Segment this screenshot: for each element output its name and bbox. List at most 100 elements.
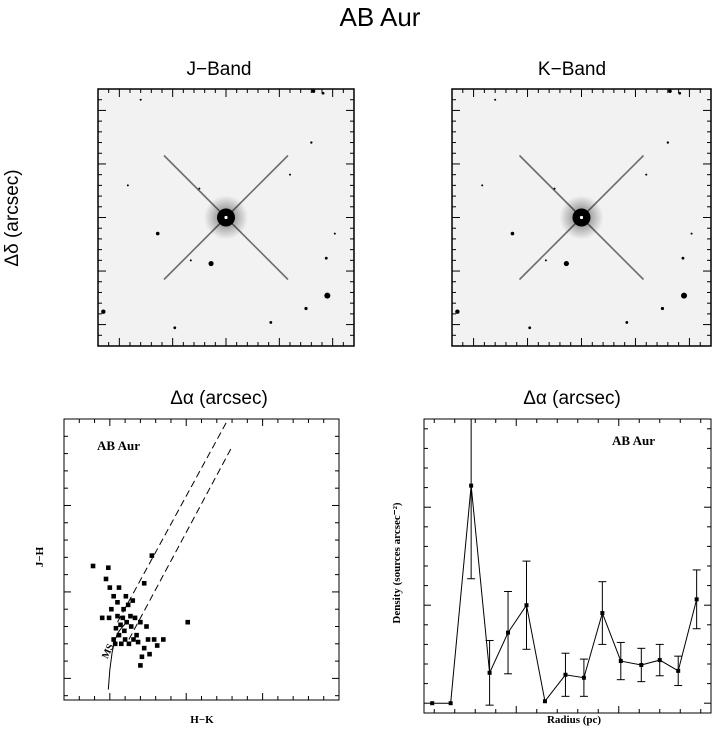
field-star [208,260,214,267]
data-point [116,585,122,590]
field-star [455,309,460,314]
field-star [510,231,515,236]
data-point [138,663,143,668]
central-star-core [224,215,228,220]
data-point [506,630,511,635]
data-point [99,615,105,621]
data-point [469,483,474,488]
data-point [128,613,133,619]
data-point [161,637,166,642]
data-point [430,701,435,706]
field-star [625,321,629,324]
data-point [118,641,124,647]
data-point [141,645,147,651]
field-star [310,141,313,144]
k-band-title: K−Band [538,59,606,80]
data-point [118,622,123,628]
data-point [103,576,109,582]
data-point [144,624,149,629]
data-point [115,599,120,605]
field-star [289,173,291,176]
field-star [101,309,106,314]
data-point [122,628,127,634]
radial-density-x-axis-label: Radius (pc) [547,714,601,726]
color-color-y-axis-label: J−H [34,546,46,567]
data-point [694,597,699,602]
data-point [113,625,119,631]
color-color-annotation: AB Aur [97,438,140,453]
data-point [141,580,147,586]
field-star [189,259,192,262]
data-point [657,658,662,663]
j-band-title: J−Band [187,59,252,80]
data-point [121,606,126,612]
data-point [126,641,132,647]
k-band-image [451,88,712,347]
data-point [563,672,568,677]
data-point [154,643,160,648]
data-point [122,637,128,642]
data-point [112,641,118,647]
data-point [120,615,126,621]
data-point [130,598,136,603]
field-star [173,326,177,330]
data-point [581,675,586,680]
j-band-y-axis-label: Δδ (arcsec) [2,169,23,266]
field-star [681,292,688,299]
radial-density-y-axis-label: Density (sources arcsec⁻²) [391,502,403,623]
data-point [524,603,529,608]
field-star [324,256,328,260]
data-point [124,619,129,625]
reddening-band-lower [128,446,233,640]
data-point [149,553,155,558]
field-star [311,89,316,93]
data-point [111,637,116,642]
field-star [139,98,142,101]
data-point [107,585,113,590]
color-color-x-axis-label: H−K [190,714,214,726]
radial-density-annotation: AB Aur [612,433,655,448]
data-point [138,619,143,625]
field-star [269,321,273,324]
field-star [553,187,556,190]
j-band-image [97,88,355,347]
data-point [448,701,453,706]
data-point [132,615,138,621]
plot-frame [423,418,712,714]
field-star [563,260,569,267]
data-point [125,602,131,608]
data-point [111,593,116,599]
data-point [600,611,605,616]
data-point [151,637,157,642]
data-point [145,637,151,642]
data-point [123,593,129,599]
field-star [494,98,497,101]
field-star [198,187,201,190]
data-point [618,659,623,664]
radial-density-panel: AB Aur Radius (pc) Density (sources arcs… [391,418,712,726]
field-star [126,184,129,187]
data-point [131,637,136,642]
field-star [666,141,670,144]
color-color-panel: AB Aur H−K J−H MS [34,418,340,726]
central-star-core [579,215,584,220]
k-band-x-axis-label: Δα (arcsec) [523,388,621,409]
data-point [109,606,114,612]
field-star [660,306,665,311]
data-point [90,563,96,569]
data-point [639,662,644,667]
field-star [681,256,685,260]
field-star [645,173,648,176]
field-star [324,292,331,299]
data-point [147,651,152,657]
data-point [134,632,139,638]
data-point [106,565,111,571]
data-point [128,624,134,629]
j-band-panel: J−Band Δδ (arcsec) Δα (arcsec) [2,59,355,409]
data-point [115,613,120,619]
reddening-band-upper [117,419,229,623]
color-color-plot [63,418,340,701]
data-point [116,632,122,638]
